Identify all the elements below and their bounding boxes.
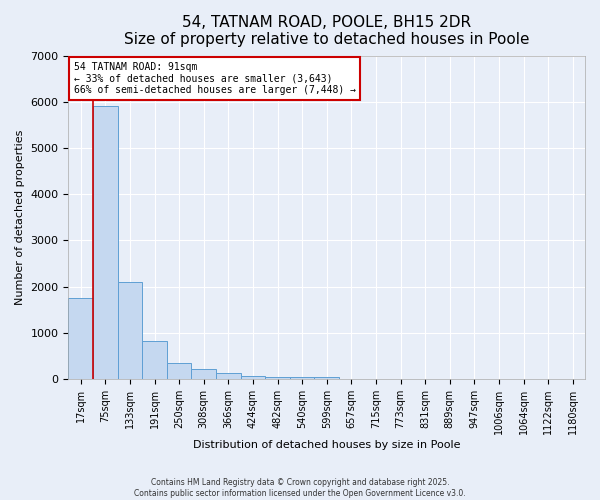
Bar bbox=[142, 342, 167, 379]
X-axis label: Distribution of detached houses by size in Poole: Distribution of detached houses by size … bbox=[193, 440, 460, 450]
Bar bbox=[118, 282, 142, 379]
Text: 54 TATNAM ROAD: 91sqm
← 33% of detached houses are smaller (3,643)
66% of semi-d: 54 TATNAM ROAD: 91sqm ← 33% of detached … bbox=[74, 62, 356, 95]
Title: 54, TATNAM ROAD, POOLE, BH15 2DR
Size of property relative to detached houses in: 54, TATNAM ROAD, POOLE, BH15 2DR Size of… bbox=[124, 15, 529, 48]
Bar bbox=[290, 377, 314, 379]
Bar bbox=[191, 369, 216, 379]
Y-axis label: Number of detached properties: Number of detached properties bbox=[15, 130, 25, 305]
Bar bbox=[167, 362, 191, 379]
Bar bbox=[68, 298, 93, 379]
Bar bbox=[93, 106, 118, 379]
Text: Contains HM Land Registry data © Crown copyright and database right 2025.
Contai: Contains HM Land Registry data © Crown c… bbox=[134, 478, 466, 498]
Bar bbox=[265, 377, 290, 379]
Bar bbox=[314, 377, 339, 379]
Bar bbox=[216, 373, 241, 379]
Bar bbox=[241, 376, 265, 379]
